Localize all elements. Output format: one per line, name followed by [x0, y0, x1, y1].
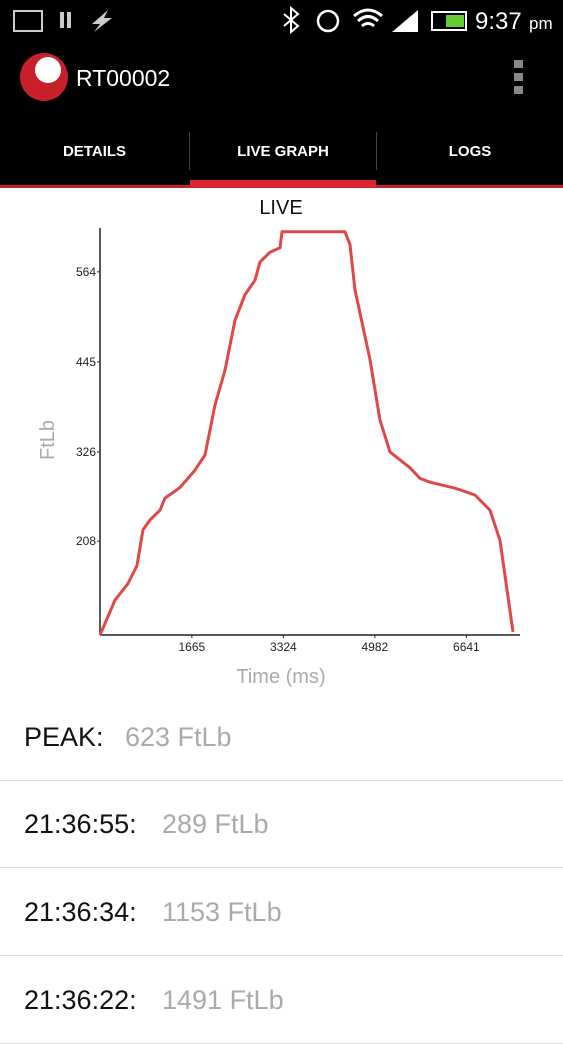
clock-ampm: pm — [529, 14, 553, 33]
app-bar-graphics: RT00002 — [20, 53, 523, 101]
reading-value: 623 FtLb — [125, 722, 232, 752]
pause-icon — [67, 12, 71, 28]
tab-bar: DETAILS LIVE GRAPH LOGS — [0, 112, 563, 188]
bluetooth-icon — [283, 5, 300, 35]
x-axis-label: Time (ms) — [236, 666, 325, 688]
battery-icon — [431, 11, 467, 31]
reading-row: PEAK: 623 FtLb — [0, 692, 563, 781]
wifi-icon — [353, 8, 383, 28]
reading-label: 21:36:55: — [24, 809, 137, 839]
y-tick-label: 326 — [76, 445, 96, 459]
tab[interactable]: LOGS — [448, 143, 492, 160]
x-tick-label: 3324 — [270, 640, 297, 654]
menu-dot[interactable] — [514, 86, 523, 94]
status-bar: 9:37 pm — [0, 0, 563, 40]
alarm-icon — [316, 9, 340, 33]
app-logo-inner — [35, 57, 61, 83]
tab[interactable]: LIVE GRAPH — [237, 143, 329, 160]
reading-label: 21:36:34: — [24, 897, 137, 927]
x-tick-label: 4982 — [361, 640, 388, 654]
signal-icon — [392, 10, 418, 32]
status-icons: 9:37 pm — [13, 5, 553, 35]
reading-label: PEAK: — [24, 722, 104, 752]
reading-value: 1153 FtLb — [162, 897, 282, 927]
reading-value: 1491 FtLb — [162, 985, 284, 1015]
reading-row[interactable]: 21:36:55: 289 FtLb — [0, 779, 563, 868]
menu-dot[interactable] — [514, 60, 523, 68]
y-tick-label: 564 — [76, 265, 96, 279]
chart: LIVE FtLb Time (ms) 208 326 445 564 1665 3324… — [37, 197, 520, 688]
reading-value: 289 FtLb — [162, 809, 269, 839]
reading-label: 21:36:22: — [24, 985, 137, 1015]
active-tab-indicator — [190, 180, 376, 188]
battery-level — [446, 15, 464, 27]
pause-icon — [60, 12, 64, 28]
y-axis-label: FtLb — [37, 420, 59, 460]
reading-row[interactable]: 21:36:34: 1153 FtLb — [0, 867, 563, 956]
x-tick-label: 6641 — [453, 640, 480, 654]
chart-title: LIVE — [259, 197, 302, 219]
flash-icon — [92, 10, 112, 32]
image-icon — [13, 10, 43, 32]
menu-dot[interactable] — [514, 73, 523, 81]
tab-separator — [376, 132, 377, 170]
app-title: RT00002 — [76, 65, 170, 91]
x-tick-label: 1665 — [179, 640, 206, 654]
y-tick-label: 445 — [76, 355, 96, 369]
data-line — [98, 230, 515, 636]
app-bar: RT00002 — [0, 40, 563, 112]
clock: 9:37 — [475, 8, 522, 35]
tab[interactable]: DETAILS — [62, 143, 127, 160]
y-tick-label: 208 — [76, 534, 96, 548]
tab-separator — [189, 132, 190, 170]
